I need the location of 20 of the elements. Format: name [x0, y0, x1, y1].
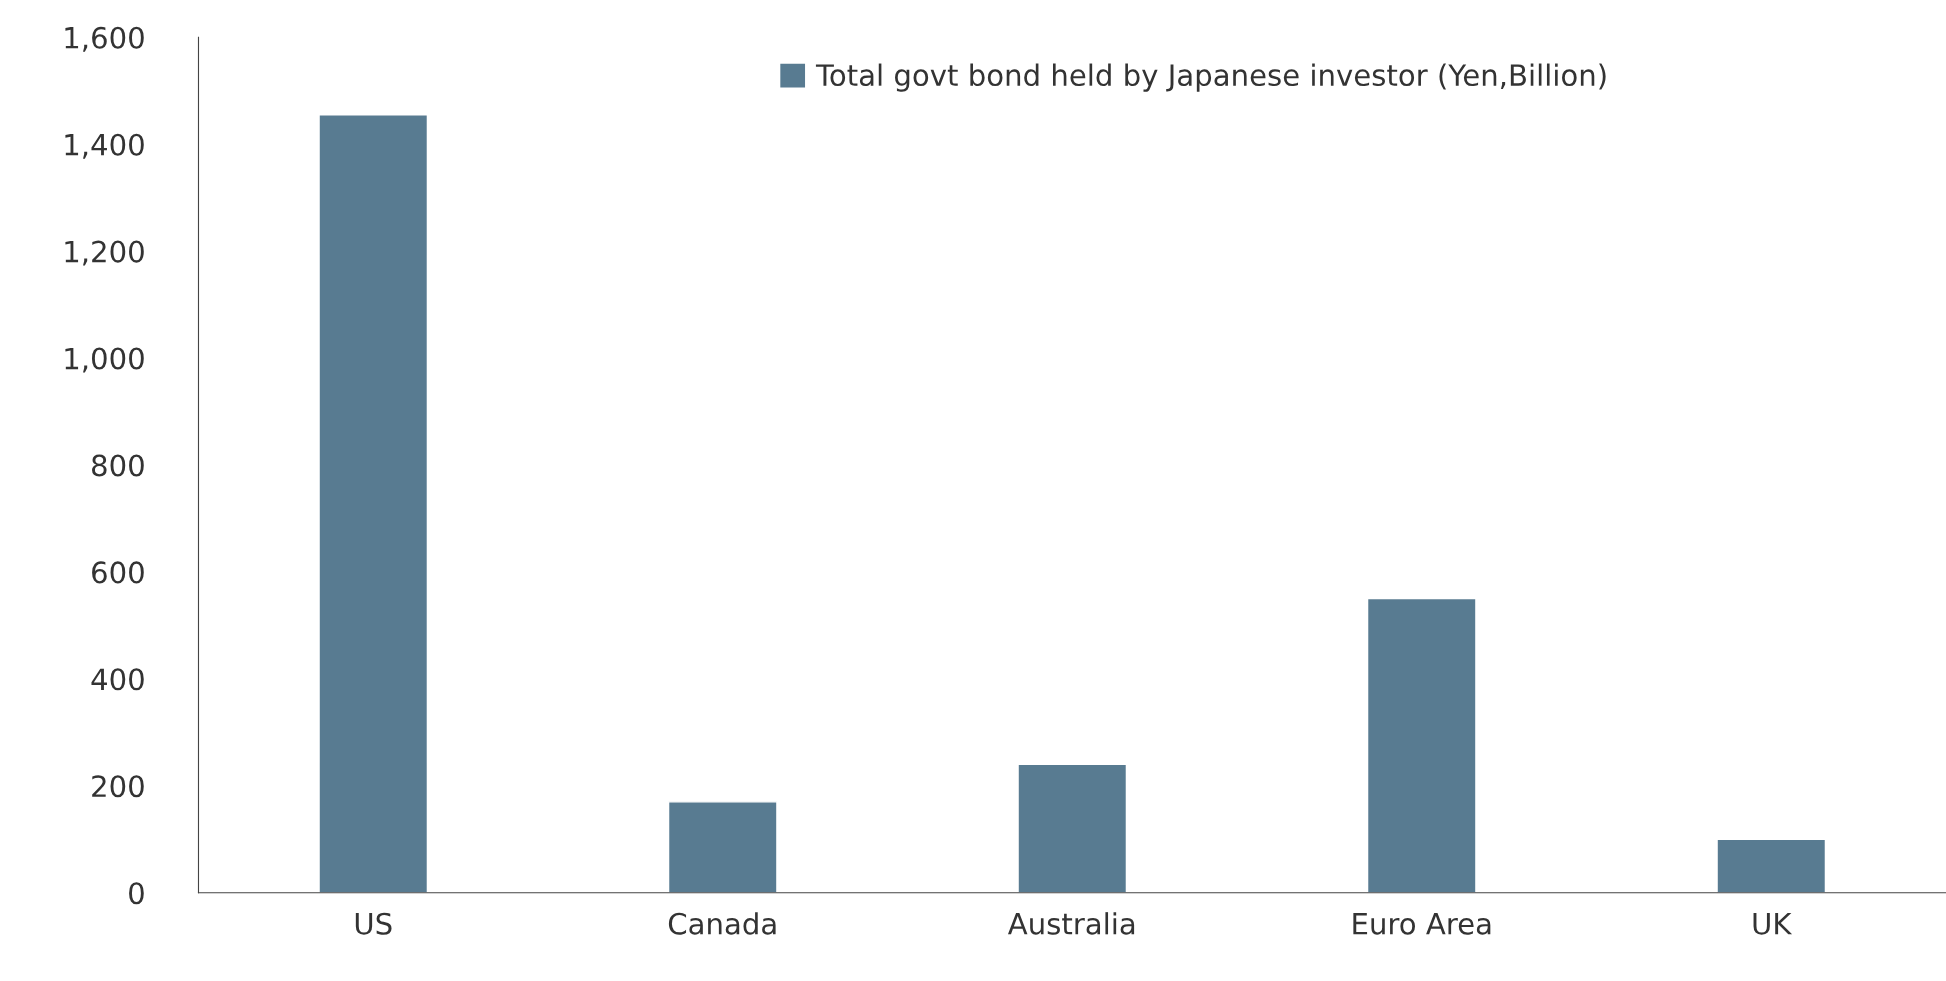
y-tick-label: 1,200: [65, 240, 144, 266]
y-tick-label: 0: [129, 882, 144, 905]
y-tick-label: 200: [92, 775, 144, 798]
y-tick-label: 600: [92, 561, 144, 584]
y-tick-label: 1,400: [65, 133, 144, 159]
x-tick-label: UK: [1753, 913, 1793, 935]
x-tick-label: Canada: [668, 912, 776, 935]
y-tick-label: 800: [92, 454, 144, 477]
legend-label: Total govt bond held by Japanese investor (Yen,Billion): [815, 63, 1606, 92]
x-tick-label: Australia: [1007, 912, 1135, 935]
y-tick-label: 1,600: [65, 26, 144, 52]
x-tick-label: Euro Area: [1353, 913, 1491, 935]
bar: [1017, 763, 1128, 893]
bar: [1366, 597, 1477, 893]
bar: [1716, 838, 1827, 893]
y-tick-label: 400: [91, 668, 144, 691]
x-tick-label: US: [355, 912, 392, 935]
y-tick-label: 1,000: [65, 347, 144, 373]
bar: [318, 114, 429, 893]
bar: [667, 801, 778, 893]
